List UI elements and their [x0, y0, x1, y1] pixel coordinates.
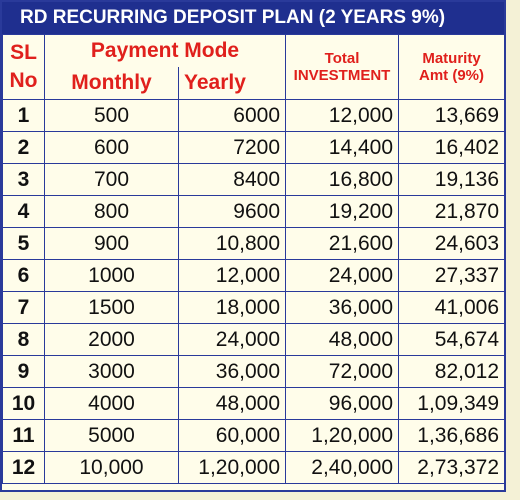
- header-sl: SL No: [2, 34, 45, 100]
- monthly-cell: 500: [44, 99, 179, 132]
- maturity-cell: 1,09,349: [398, 387, 506, 420]
- sl-cell: 6: [2, 259, 45, 292]
- monthly-cell: 1000: [44, 259, 179, 292]
- yearly-cell: 7200: [177, 131, 287, 164]
- header-text: SL: [10, 41, 37, 64]
- sl-cell: 4: [2, 195, 45, 228]
- sl-cell: 10: [2, 387, 45, 420]
- total-cell: 12,000: [285, 99, 400, 132]
- total-cell: 19,200: [285, 195, 400, 228]
- maturity-cell: 82,012: [398, 355, 506, 388]
- title: RD RECURRING DEPOSIT PLAN (2 YEARS 9%): [2, 2, 504, 34]
- total-cell: 16,800: [285, 163, 400, 196]
- table-row: 5 900 10,800 21,600 24,603: [2, 227, 506, 260]
- total-cell: 72,000: [285, 355, 400, 388]
- monthly-cell: 1500: [44, 291, 179, 324]
- total-cell: 21,600: [285, 227, 400, 260]
- sl-cell: 1: [2, 99, 45, 132]
- maturity-cell: 16,402: [398, 131, 506, 164]
- yearly-cell: 8400: [177, 163, 287, 196]
- sl-cell: 8: [2, 323, 45, 356]
- monthly-cell: 5000: [44, 419, 179, 452]
- table-row: 4 800 9600 19,200 21,870: [2, 195, 506, 228]
- yearly-cell: 24,000: [177, 323, 287, 356]
- yearly-cell: 18,000: [177, 291, 287, 324]
- total-cell: 14,400: [285, 131, 400, 164]
- table-row: 10 4000 48,000 96,000 1,09,349: [2, 387, 506, 420]
- yearly-cell: 1,20,000: [177, 451, 287, 484]
- maturity-cell: 41,006: [398, 291, 506, 324]
- yearly-cell: 60,000: [177, 419, 287, 452]
- sl-cell: 3: [2, 163, 45, 196]
- yearly-cell: 10,800: [177, 227, 287, 260]
- maturity-cell: 27,337: [398, 259, 506, 292]
- table-row: 2 600 7200 14,400 16,402: [2, 131, 506, 164]
- table-row: 3 700 8400 16,800 19,136: [2, 163, 506, 196]
- table-row: 6 1000 12,000 24,000 27,337: [2, 259, 506, 292]
- sl-cell: 11: [2, 419, 45, 452]
- sl-cell: 5: [2, 227, 45, 260]
- table-panel: RD RECURRING DEPOSIT PLAN (2 YEARS 9%) S…: [0, 0, 506, 492]
- yearly-cell: 48,000: [177, 387, 287, 420]
- yearly-cell: 6000: [177, 99, 287, 132]
- maturity-cell: 2,73,372: [398, 451, 506, 484]
- header-text: Total: [324, 50, 360, 67]
- table-row: 1 500 6000 12,000 13,669: [2, 99, 506, 132]
- total-cell: 96,000: [285, 387, 400, 420]
- maturity-cell: 21,870: [398, 195, 506, 228]
- monthly-cell: 10,000: [44, 451, 179, 484]
- header-monthly: Monthly: [44, 67, 179, 100]
- total-cell: 1,20,000: [285, 419, 400, 452]
- total-cell: 36,000: [285, 291, 400, 324]
- total-cell: 2,40,000: [285, 451, 400, 484]
- header-text: INVESTMENT: [293, 67, 391, 84]
- monthly-cell: 800: [44, 195, 179, 228]
- maturity-cell: 54,674: [398, 323, 506, 356]
- monthly-cell: 900: [44, 227, 179, 260]
- table-row: 9 3000 36,000 72,000 82,012: [2, 355, 506, 388]
- table-row: 12 10,000 1,20,000 2,40,000 2,73,372: [2, 451, 506, 484]
- yearly-cell: 36,000: [177, 355, 287, 388]
- table-row: 8 2000 24,000 48,000 54,674: [2, 323, 506, 356]
- monthly-cell: 600: [44, 131, 179, 164]
- yearly-cell: 9600: [177, 195, 287, 228]
- total-cell: 24,000: [285, 259, 400, 292]
- header-payment: Payment Mode: [43, 34, 287, 67]
- maturity-cell: 1,36,686: [398, 419, 506, 452]
- header-maturity: Maturity Amt (9%): [398, 34, 506, 100]
- monthly-cell: 4000: [44, 387, 179, 420]
- table-row: 7 1500 18,000 36,000 41,006: [2, 291, 506, 324]
- total-cell: 48,000: [285, 323, 400, 356]
- header-text: Amt (9%): [419, 67, 485, 84]
- maturity-cell: 19,136: [398, 163, 506, 196]
- maturity-cell: 24,603: [398, 227, 506, 260]
- maturity-cell: 13,669: [398, 99, 506, 132]
- header-total: Total INVESTMENT: [285, 34, 400, 100]
- sl-cell: 2: [2, 131, 45, 164]
- monthly-cell: 3000: [44, 355, 179, 388]
- monthly-cell: 2000: [44, 323, 179, 356]
- monthly-cell: 700: [44, 163, 179, 196]
- sl-cell: 12: [2, 451, 45, 484]
- header-yearly: Yearly: [177, 67, 287, 100]
- header-text: Maturity: [422, 50, 481, 67]
- sl-cell: 9: [2, 355, 45, 388]
- sl-cell: 7: [2, 291, 45, 324]
- header-text: No: [9, 69, 38, 92]
- table: SL No Payment Mode Total INVESTMENT Matu…: [2, 34, 506, 484]
- yearly-cell: 12,000: [177, 259, 287, 292]
- table-row: 11 5000 60,000 1,20,000 1,36,686: [2, 419, 506, 452]
